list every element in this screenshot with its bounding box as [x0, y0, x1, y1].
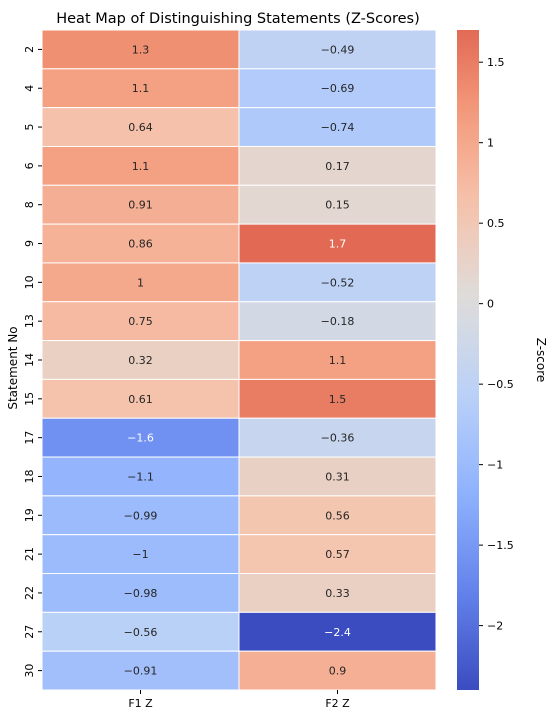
y-tick-label: 13: [23, 314, 36, 328]
cell-value-label: 1.3: [132, 43, 150, 56]
cell-value-label: 1.7: [329, 238, 347, 251]
heatmap-cell: [238, 301, 437, 342]
cell-value-label: −0.91: [124, 665, 158, 678]
colorbar: [457, 30, 479, 690]
heatmap-cell: [238, 29, 437, 70]
heatmap-cell: [41, 29, 240, 70]
heatmap-cell: [41, 611, 240, 652]
cell-value-label: 0.9: [329, 665, 347, 678]
heatmap-cell: [238, 495, 437, 536]
heatmap-cell: [238, 534, 437, 575]
colorbar-tick-label: 1: [487, 137, 494, 150]
cell-value-label: −0.99: [124, 509, 158, 522]
colorbar-label: Z-score: [534, 338, 548, 383]
colorbar-tick-label: −2: [487, 620, 503, 633]
heatmap-cell: [41, 378, 240, 419]
x-axis-ticks: F1 Z F2 Z: [128, 690, 350, 710]
y-tick-label: 22: [23, 586, 36, 600]
y-tick-label: 8: [23, 201, 36, 208]
y-tick-label: 27: [23, 625, 36, 639]
y-tick-label: 6: [23, 162, 36, 169]
colorbar-tick-label: −1: [487, 459, 503, 472]
colorbar-tick-label: −1.5: [487, 539, 514, 552]
heatmap-cell: [41, 456, 240, 497]
x-tick-label: F2 Z: [325, 697, 350, 710]
y-tick-label: 18: [23, 469, 36, 483]
heatmap-cell: [238, 223, 437, 264]
y-tick-label: 2: [23, 46, 36, 53]
colorbar-tick-label: 0: [487, 298, 494, 311]
cell-value-label: 1: [137, 276, 144, 289]
heatmap-cell: [238, 145, 437, 186]
heatmap-cell: [238, 68, 437, 109]
cell-value-label: −2.4: [324, 626, 351, 639]
y-axis-label: Statement No: [6, 326, 20, 409]
cell-value-label: −0.52: [321, 276, 355, 289]
cell-value-label: 1.5: [329, 393, 347, 406]
cell-value-label: 0.64: [128, 121, 153, 134]
heatmap-cell: [238, 417, 437, 458]
cell-value-label: −0.69: [321, 82, 355, 95]
y-tick-label: 4: [23, 85, 36, 92]
y-tick-label: 17: [23, 431, 36, 445]
heatmap-cell: [41, 68, 240, 109]
heatmap-cell: [238, 456, 437, 497]
cell-value-label: 1.1: [329, 354, 347, 367]
colorbar-tick-label: 1.5: [487, 56, 505, 69]
heatmap-cell: [41, 573, 240, 613]
colorbar-tick-label: −0.5: [487, 378, 514, 391]
cell-value-label: 0.56: [325, 509, 350, 522]
cell-value-label: −1.1: [127, 470, 154, 483]
heatmap-cell: [238, 573, 437, 613]
heatmap-cell: [238, 378, 437, 419]
y-tick-label: 19: [23, 508, 36, 522]
heatmap-cell: [41, 495, 240, 536]
chart-title: Heat Map of Distinguishing Statements (Z…: [56, 11, 420, 27]
cell-value-label: 0.15: [325, 199, 350, 212]
y-tick-label: 15: [23, 392, 36, 406]
y-tick-label: 30: [23, 664, 36, 678]
y-axis-ticks: 2 4 5 6 8 9 10 13 14 15 17 18 19 21 22 27 30: [23, 46, 42, 678]
cell-value-label: −1.6: [127, 432, 154, 445]
colorbar-tick-label: 0.5: [487, 217, 505, 230]
heatmap-cell: [238, 107, 437, 147]
cell-value-label: 0.33: [325, 587, 350, 600]
x-tick-label: F1 Z: [128, 697, 153, 710]
y-tick-label: 10: [23, 275, 36, 289]
heatmap-cell: [238, 184, 437, 225]
cell-value-label: −1: [132, 548, 148, 561]
heatmap-cell: [238, 262, 437, 303]
cell-value-label: 0.86: [128, 238, 153, 251]
heatmap-cell: [41, 534, 240, 575]
y-tick-label: 21: [23, 547, 36, 561]
cell-value-label: 0.17: [325, 160, 350, 173]
heatmap-cells: 1.3 −0.491.1 −0.690.64 −0.741.1 0.170.91 0.15…: [41, 29, 437, 691]
cell-value-label: −0.98: [124, 587, 158, 600]
cell-value-label: 0.75: [128, 315, 153, 328]
cell-value-label: 0.57: [325, 548, 350, 561]
cell-value-label: 1.1: [132, 82, 150, 95]
cell-value-label: 0.32: [128, 354, 153, 367]
cell-value-label: −0.49: [321, 43, 355, 56]
y-tick-label: 14: [23, 353, 36, 367]
cell-value-label: 0.31: [325, 470, 350, 483]
cell-value-label: −0.18: [321, 315, 355, 328]
heatmap-cell: [238, 340, 437, 380]
cell-value-label: −0.36: [321, 432, 355, 445]
cell-value-label: 0.61: [128, 393, 153, 406]
colorbar-ticks: 1.5 1 0.5 0 −0.5 −1 −1.5 −2: [479, 56, 514, 633]
cell-value-label: 1.1: [132, 160, 150, 173]
cell-value-label: 0.91: [128, 199, 153, 212]
cell-value-label: −0.56: [124, 626, 158, 639]
y-tick-label: 9: [23, 240, 36, 247]
cell-value-label: −0.74: [321, 121, 355, 134]
y-tick-label: 5: [23, 124, 36, 131]
heatmap-cell: [41, 417, 240, 458]
